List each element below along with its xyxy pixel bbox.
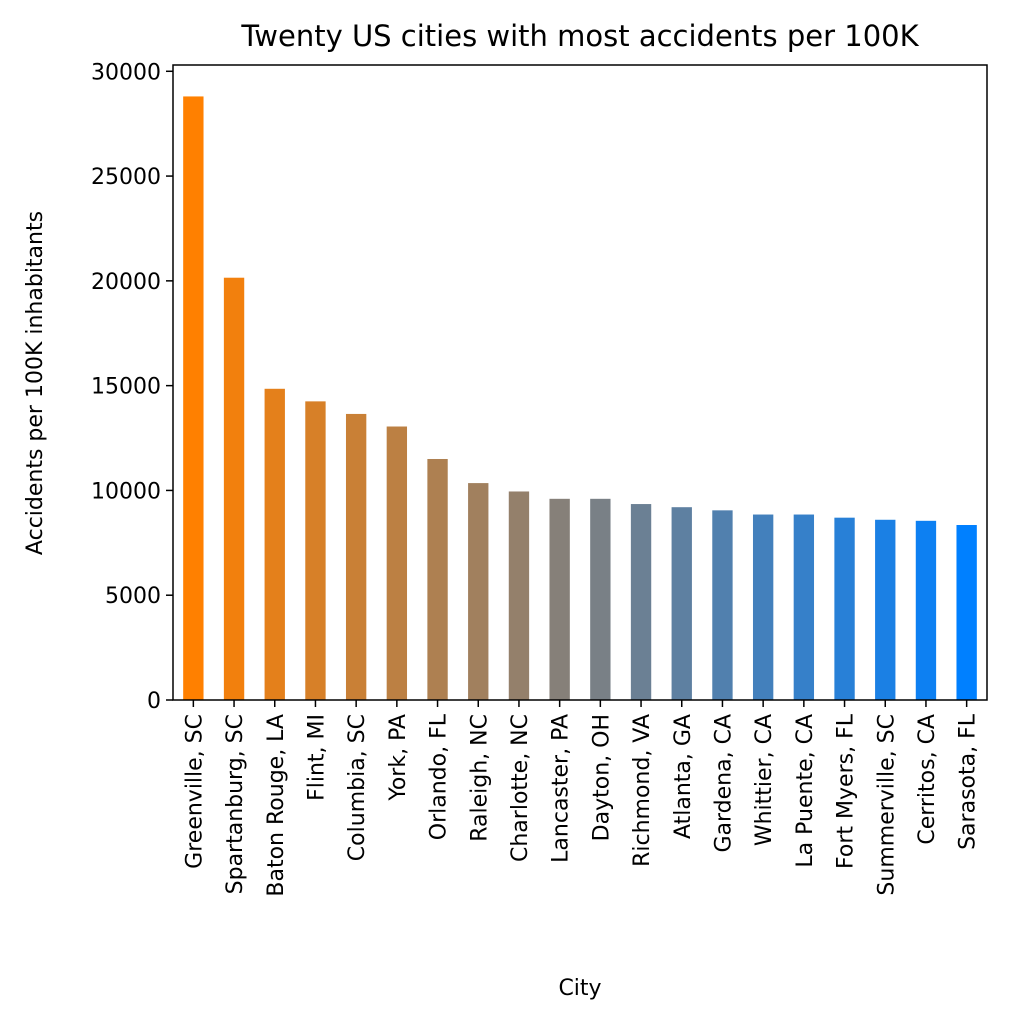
bar bbox=[549, 498, 570, 700]
plot-area bbox=[183, 96, 977, 700]
bar bbox=[671, 507, 692, 700]
x-tick-label: Gardena, CA bbox=[711, 714, 736, 853]
x-tick-label: Sarasota, FL bbox=[956, 713, 981, 850]
x-tick-label: Greenville, SC bbox=[182, 714, 207, 869]
bar bbox=[875, 519, 896, 700]
chart-title: Twenty US cities with most accidents per… bbox=[240, 19, 919, 53]
bar bbox=[590, 498, 611, 700]
y-tick-label: 25000 bbox=[91, 165, 161, 190]
x-tick-label: Columbia, SC bbox=[345, 714, 370, 861]
x-tick-label: Dayton, OH bbox=[589, 714, 614, 841]
bar bbox=[345, 413, 367, 700]
y-tick-label: 15000 bbox=[91, 375, 161, 400]
x-tick-label: Charlotte, NC bbox=[508, 714, 533, 862]
x-axis: Greenville, SC Spartanburg, SC Baton Rouge… bbox=[182, 700, 981, 897]
x-tick-label: Whittier, CA bbox=[752, 714, 777, 846]
bar bbox=[427, 458, 448, 700]
x-axis-label: City bbox=[558, 976, 601, 1001]
x-tick-label: York, PA bbox=[386, 714, 411, 802]
bar bbox=[386, 426, 408, 700]
x-tick-label: Cerritos, CA bbox=[915, 714, 940, 845]
bar bbox=[793, 514, 815, 700]
x-tick-label: Fort Myers, FL bbox=[834, 713, 859, 869]
y-tick-label: 10000 bbox=[91, 479, 161, 504]
bar bbox=[630, 504, 652, 700]
x-tick-label: Summerville, SC bbox=[874, 714, 899, 896]
x-tick-label: Lancaster, PA bbox=[549, 714, 574, 863]
plot-frame bbox=[172, 64, 988, 701]
bar bbox=[183, 96, 204, 700]
bar bbox=[712, 510, 733, 700]
x-tick-label: Richmond, VA bbox=[630, 714, 655, 867]
bar bbox=[223, 277, 245, 700]
bar bbox=[834, 517, 855, 700]
y-axis: 0 5000 10000 15000 20000 25000 30000 bbox=[91, 60, 173, 714]
y-tick-label: 0 bbox=[147, 689, 161, 714]
x-tick-label: Spartanburg, SC bbox=[223, 714, 248, 894]
y-axis-label: Accidents per 100K inhabitants bbox=[23, 211, 48, 555]
x-tick-label: Baton Rouge, LA bbox=[264, 714, 289, 897]
x-tick-label: Atlanta, GA bbox=[671, 714, 696, 839]
y-tick-label: 5000 bbox=[105, 584, 161, 609]
bar bbox=[305, 401, 326, 700]
bar bbox=[956, 525, 977, 700]
x-tick-label: La Puente, CA bbox=[793, 714, 818, 868]
y-tick-label: 30000 bbox=[91, 60, 161, 85]
bar bbox=[468, 483, 489, 700]
x-tick-label: Flint, MI bbox=[304, 714, 329, 801]
y-tick-label: 20000 bbox=[91, 270, 161, 295]
bar bbox=[508, 491, 530, 700]
bar bbox=[752, 514, 774, 700]
bar bbox=[264, 388, 285, 700]
x-tick-label: Raleigh, NC bbox=[467, 714, 492, 842]
x-tick-label: Orlando, FL bbox=[427, 713, 452, 840]
bar bbox=[915, 520, 937, 700]
